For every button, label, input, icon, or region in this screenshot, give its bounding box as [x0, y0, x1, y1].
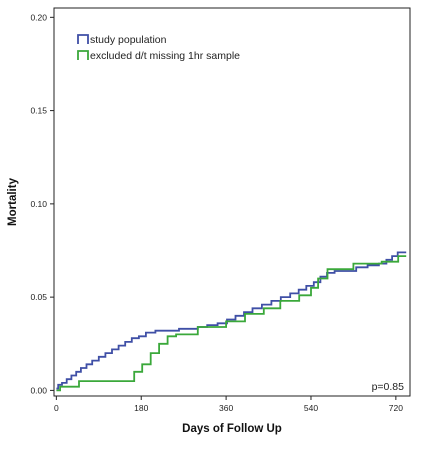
y-axis-ticks: 0.00 0.05 0.10 0.15 0.20 — [30, 12, 54, 395]
y-tick-label: 0.05 — [30, 292, 47, 302]
series-line-excluded — [56, 255, 407, 392]
y-tick-label: 0.10 — [30, 199, 47, 209]
plot-area-frame — [53, 7, 411, 397]
legend-label: study population — [90, 34, 167, 46]
x-axis-ticks: 0 180 360 540 720 — [54, 396, 403, 413]
x-tick-label: 720 — [389, 403, 403, 413]
x-tick-label: 180 — [134, 403, 148, 413]
legend: study population excluded d/t missing 1hr… — [77, 34, 240, 62]
legend-swatch — [77, 34, 89, 44]
y-tick-label: 0.15 — [30, 106, 47, 116]
x-tick-label: 540 — [304, 403, 318, 413]
legend-swatch — [77, 50, 89, 60]
legend-label: excluded d/t missing 1hr sample — [90, 50, 240, 62]
y-tick-label: 0.00 — [30, 385, 47, 395]
y-tick-label: 0.20 — [30, 12, 47, 22]
x-tick-label: 0 — [54, 403, 59, 413]
x-axis-title: Days of Follow Up — [182, 423, 282, 435]
series-line-study-population — [56, 251, 407, 390]
y-axis-title: Mortality — [7, 177, 19, 226]
x-tick-label: 360 — [219, 403, 233, 413]
series-layer — [56, 251, 407, 392]
p-value-annotation: p=0.85 — [372, 381, 405, 393]
